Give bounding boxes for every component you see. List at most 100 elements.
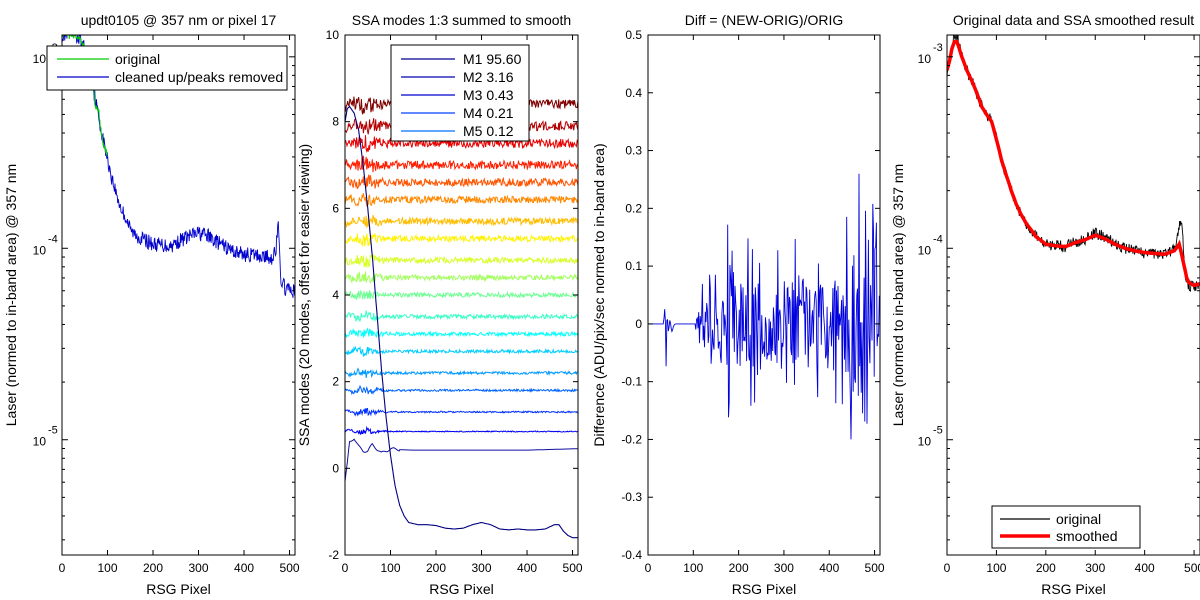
x-tick-label: 100 — [683, 561, 703, 575]
y-tick-label: 2 — [332, 375, 339, 389]
y-tick-label: 0.3 — [625, 144, 642, 158]
mode-line-16 — [345, 174, 578, 190]
series-line-diff — [648, 173, 880, 440]
chart-title: updt0105 @ 357 nm or pixel 17 — [81, 12, 277, 28]
mode-line-3 — [345, 425, 578, 436]
x-tick-label: 100 — [97, 561, 117, 575]
y-tick-label: -0.1 — [621, 375, 642, 389]
x-tick-label: 300 — [1085, 561, 1105, 575]
mode-line-17 — [345, 155, 578, 173]
y-tick-label: 0.4 — [625, 86, 642, 100]
legend-label-original: original — [115, 51, 160, 67]
x-tick-label: 0 — [342, 561, 349, 575]
legend-label-smoothed: smoothed — [1056, 528, 1117, 544]
y-axis-label: SSA modes (20 modes, offset for easier v… — [296, 144, 312, 446]
panel-1: 0 100 200 300 400 500 RSG Pixel updt0105 @ 357 … — [3, 12, 300, 597]
mode-line-7 — [345, 345, 578, 357]
x-tick-label: 100 — [380, 561, 400, 575]
x-tick-label: 200 — [143, 561, 163, 575]
y-tick-label: 4 — [332, 288, 339, 302]
y-tick-label: 0 — [332, 461, 339, 475]
plot-content — [648, 173, 880, 440]
x-tick-label: 0 — [645, 561, 652, 575]
mode-line-13 — [345, 233, 578, 247]
mode-line-18 — [345, 135, 578, 154]
plot-frame — [344, 34, 579, 556]
x-axis-label: RSG Pixel — [429, 581, 494, 597]
chart-title: SSA modes 1:3 summed to smooth — [352, 12, 571, 28]
plot-area — [648, 35, 880, 555]
legend-label-m3: M3 0.43 — [463, 87, 514, 103]
y-tick-label-base: 10 — [33, 52, 47, 66]
legend: M1 95.60 M2 3.16 M3 0.43 M4 0.21 M5 0.12 — [390, 44, 530, 142]
legend-label-cleaned: cleaned up/peaks removed — [115, 69, 283, 85]
x-tick-label: 100 — [986, 561, 1006, 575]
y-tick-label: 0 — [635, 317, 642, 331]
mode-line-14 — [345, 214, 578, 229]
x-axis-label: RSG Pixel — [1041, 581, 1106, 597]
x-tick-label: 300 — [472, 561, 492, 575]
x-axis-label: RSG Pixel — [146, 581, 211, 597]
y-tick-label: 10 — [326, 28, 340, 42]
legend-box — [46, 45, 288, 91]
legend-label-m1: M1 95.60 — [463, 51, 522, 67]
mode-line-10 — [345, 289, 578, 300]
mode-line-1 — [345, 105, 578, 539]
plot-area — [947, 35, 1200, 555]
plot-frame — [946, 34, 1200, 556]
y-tick-label-exp: -5 — [48, 425, 58, 437]
y-tick-label: -2 — [328, 548, 339, 562]
y-tick-label: 8 — [332, 115, 339, 129]
y-tick-label-base: 10 — [33, 243, 47, 257]
mode-line-12 — [345, 253, 578, 268]
mode-line-15 — [345, 193, 578, 207]
plot-frame — [647, 34, 881, 556]
x-tick-label: 500 — [563, 561, 583, 575]
plot-area — [62, 35, 295, 555]
x-tick-label: 0 — [59, 561, 66, 575]
y-tick-label-exp: -5 — [933, 425, 943, 437]
x-tick-label: 500 — [1184, 561, 1200, 575]
panel-4: 0 100 200 300 400 500 RSG Pixel Original data a… — [890, 12, 1200, 597]
y-tick-label-base: 10 — [918, 52, 932, 66]
mode-line-8 — [345, 327, 578, 339]
x-tick-label: 0 — [944, 561, 951, 575]
legend-label-m5: M5 0.12 — [463, 123, 514, 139]
y-axis-label: Difference (ADU/pix/sec normed to in-ban… — [591, 143, 607, 446]
legend: original cleaned up/peaks removed — [46, 45, 288, 91]
x-tick-label: 500 — [865, 561, 885, 575]
legend-label-original: original — [1056, 511, 1101, 527]
x-tick-label: 400 — [1135, 561, 1155, 575]
y-tick-label: -0.3 — [621, 490, 642, 504]
y-tick-label-exp: -3 — [933, 42, 943, 54]
y-tick-label-base: 10 — [918, 435, 932, 449]
y-tick-label: -0.2 — [621, 432, 642, 446]
mode-line-9 — [345, 310, 578, 323]
x-tick-label: 200 — [729, 561, 749, 575]
chart-title: Original data and SSA smoothed result — [953, 12, 1194, 28]
y-axis-label: Laser (normed to in-band area) @ 357 nm — [890, 164, 906, 426]
y-tick-label: 0.2 — [625, 201, 642, 215]
x-tick-label: 400 — [517, 561, 537, 575]
legend-box — [991, 505, 1141, 549]
series-line-smoothed — [947, 39, 1200, 288]
x-tick-label: 300 — [189, 561, 209, 575]
y-tick-label: 0.5 — [625, 28, 642, 42]
x-tick-label: 400 — [819, 561, 839, 575]
mode-line-2 — [345, 438, 578, 482]
x-tick-label: 200 — [426, 561, 446, 575]
legend-box — [390, 44, 530, 142]
legend-label-m4: M4 0.21 — [463, 105, 514, 121]
y-axis-label: Laser (normed to in-band area) @ 357 nm — [3, 164, 19, 426]
mode-line-11 — [345, 271, 578, 284]
plot-content — [947, 35, 1200, 292]
y-tick-label-exp: -4 — [48, 233, 58, 245]
y-tick-label-base: 10 — [33, 435, 47, 449]
y-tick-label-exp: -4 — [933, 233, 943, 245]
chart-title: Diff = (NEW-ORIG)/ORIG — [685, 12, 844, 28]
plot-frame — [61, 34, 296, 556]
mode-line-6 — [345, 367, 578, 378]
